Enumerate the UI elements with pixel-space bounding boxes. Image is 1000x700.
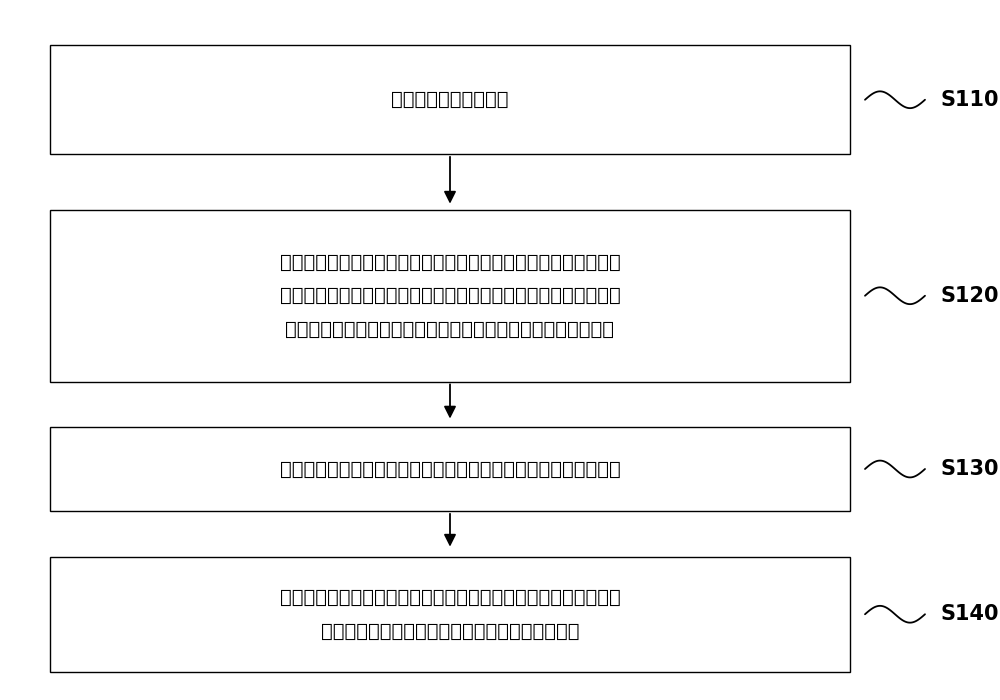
Bar [50,556,850,672]
Text: 据同步时钟信号，直到采集到至少一个周期的数据同步时钟信号: 据同步时钟信号，直到采集到至少一个周期的数据同步时钟信号 [286,320,614,339]
Text: 述第二时钟采集所述两个射频脉冲信号中的后一个: 述第二时钟采集所述两个射频脉冲信号中的后一个 [321,622,579,640]
Text: S110: S110 [940,90,999,110]
Text: 根据所述延时值对所述第一时钟进行延时得到第二时钟，并根据所: 根据所述延时值对所述第一时钟进行延时得到第二时钟，并根据所 [280,588,620,607]
Text: 接收数据同步时钟信号: 接收数据同步时钟信号 [391,90,509,109]
Text: S120: S120 [940,286,999,306]
Text: 根据所述采集到的至少一个周期的数据同步时钟信号，确定延时值: 根据所述采集到的至少一个周期的数据同步时钟信号，确定延时值 [280,459,620,479]
Text: 第一时钟延时一个时间步进，并根据延时后的时钟继续采集所述数: 第一时钟延时一个时间步进，并根据延时后的时钟继续采集所述数 [280,286,620,305]
Bar [50,427,850,511]
Text: S130: S130 [940,459,999,479]
Text: S140: S140 [940,604,999,624]
Bar [50,46,850,154]
Text: 根据第一时钟采集所述数据同步时钟信号，在每次采集之后将所述: 根据第一时钟采集所述数据同步时钟信号，在每次采集之后将所述 [280,253,620,272]
Bar [50,210,850,382]
